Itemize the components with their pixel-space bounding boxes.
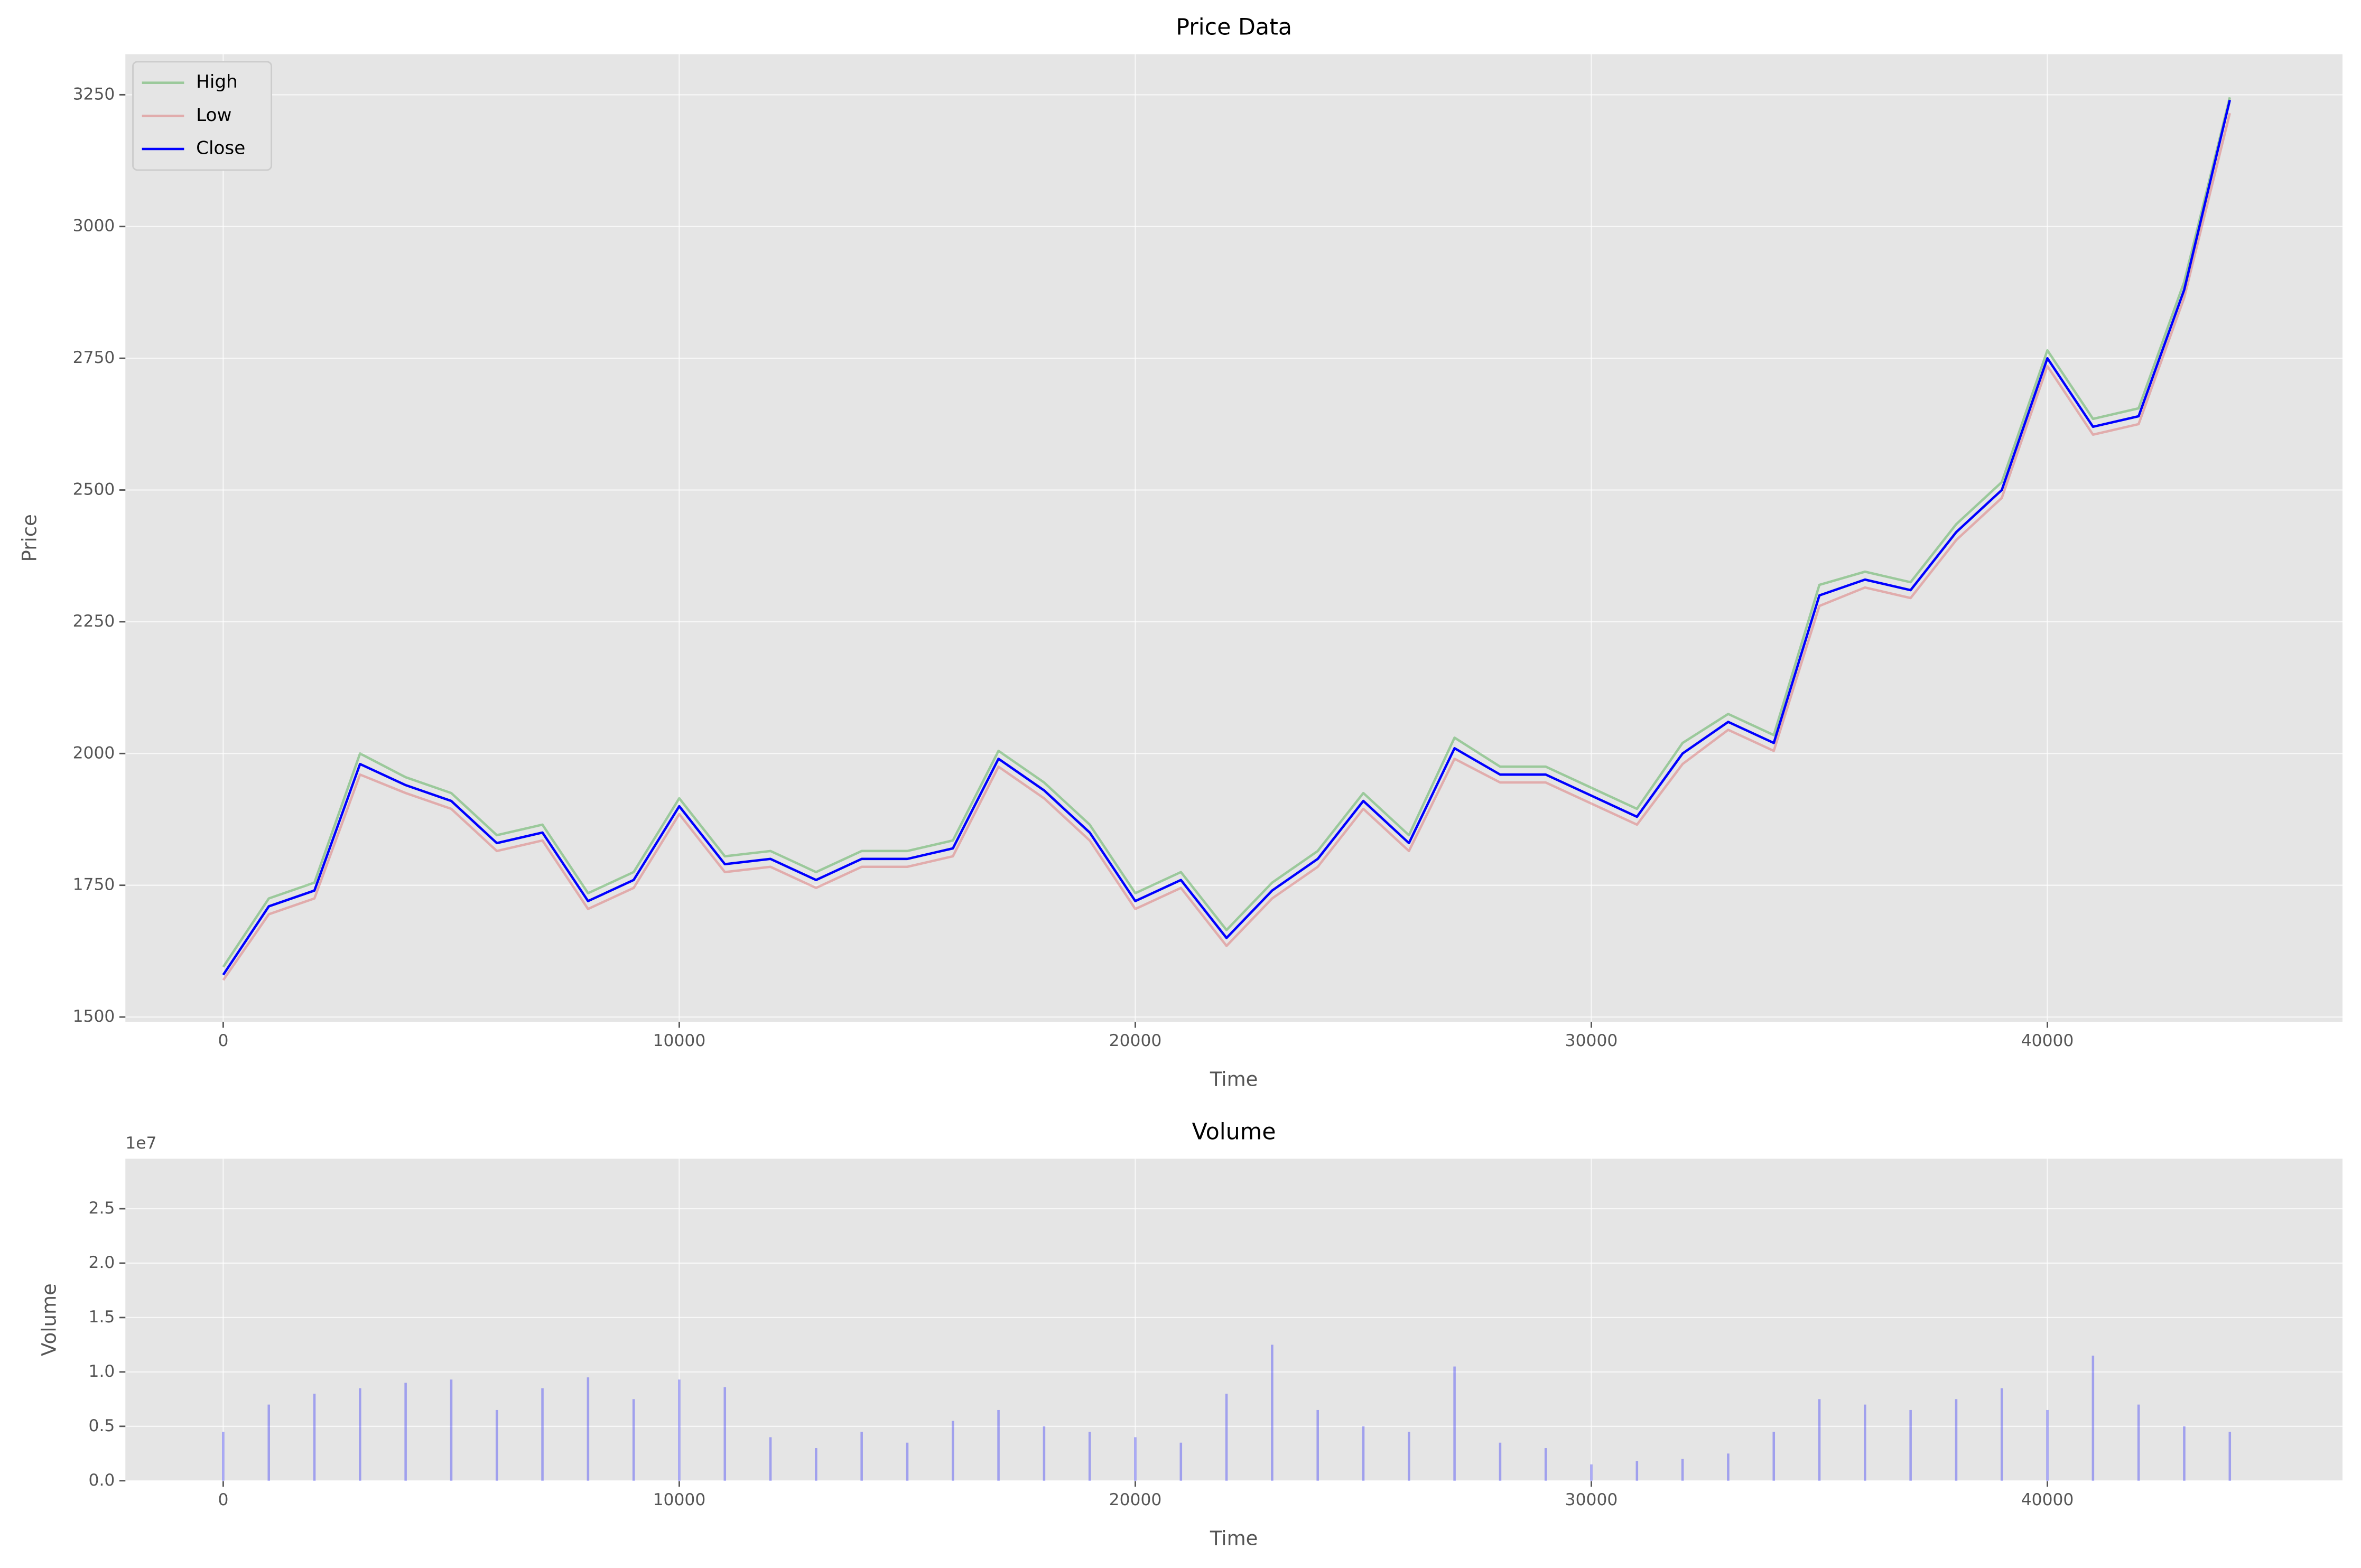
x-tick-label: 10000 <box>653 1490 706 1509</box>
bar <box>2046 1410 2049 1481</box>
legend-label: High <box>196 71 238 92</box>
bar <box>587 1377 590 1481</box>
bar <box>2183 1426 2186 1481</box>
y-tick-label: 2.0 <box>89 1253 115 1272</box>
bar <box>1316 1410 1319 1481</box>
bar <box>1408 1432 1410 1481</box>
x-tick-label: 20000 <box>1109 1490 1162 1509</box>
legend-label: Low <box>196 105 231 126</box>
bar <box>1590 1464 1593 1481</box>
line-series <box>222 99 2231 976</box>
bar <box>1864 1404 1866 1481</box>
bar <box>632 1399 635 1481</box>
y-tick-label: 0.0 <box>89 1471 115 1490</box>
bar <box>2092 1355 2095 1481</box>
y-tick-label: 0.5 <box>89 1416 115 1435</box>
bar <box>1544 1448 1547 1481</box>
bar <box>404 1383 407 1481</box>
legend-box <box>132 61 273 171</box>
y-tick-label: 1.0 <box>89 1362 115 1381</box>
y-tick-label: 1.5 <box>89 1308 115 1327</box>
bar <box>2137 1404 2140 1481</box>
x-tick-label: 40000 <box>2021 1490 2074 1509</box>
bar <box>1818 1399 1821 1481</box>
legend: High Low Close <box>132 61 273 171</box>
chart-title: Volume <box>1192 1118 1276 1145</box>
x-tick-label: 30000 <box>1565 1490 1618 1509</box>
bar <box>2000 1388 2003 1481</box>
bar <box>951 1421 954 1481</box>
x-tick-label: 10000 <box>653 1031 706 1050</box>
bar <box>1088 1432 1091 1481</box>
y-axis-label: Volume <box>38 1283 60 1356</box>
y-tick-label: 2750 <box>73 348 115 367</box>
bar <box>1635 1461 1639 1481</box>
y-tick-label: 2500 <box>73 480 115 499</box>
bar <box>450 1379 453 1481</box>
bar <box>1772 1432 1776 1481</box>
line-series <box>222 113 2231 981</box>
bar <box>222 1432 225 1481</box>
bar <box>1271 1345 1274 1481</box>
x-tick-label: 20000 <box>1109 1031 1162 1050</box>
bar <box>906 1442 909 1481</box>
line-series <box>222 97 2231 968</box>
bar <box>1043 1426 1046 1481</box>
y-tick-label: 2250 <box>73 612 115 631</box>
bar <box>495 1410 498 1481</box>
bar <box>1362 1426 1365 1481</box>
x-axis-label: Time <box>1210 1527 1258 1550</box>
x-tick-label: 0 <box>218 1031 228 1050</box>
x-tick-label: 40000 <box>2021 1031 2074 1050</box>
offset-text: 1e7 <box>125 1134 156 1153</box>
bar <box>1727 1453 1730 1481</box>
x-tick-label: 0 <box>218 1490 228 1509</box>
x-tick-label: 30000 <box>1565 1031 1618 1050</box>
y-tick-label: 3000 <box>73 217 115 236</box>
bar <box>313 1394 316 1481</box>
bar <box>860 1432 863 1481</box>
bar <box>1225 1394 1228 1481</box>
bar <box>1453 1366 1456 1481</box>
bar <box>678 1379 681 1481</box>
y-tick-label: 1500 <box>73 1007 115 1026</box>
bar <box>1955 1399 1958 1481</box>
chart-title: Price Data <box>1176 14 1292 41</box>
bar <box>1179 1442 1183 1481</box>
bar <box>2228 1432 2232 1481</box>
bar <box>1134 1437 1137 1481</box>
bar <box>997 1410 1000 1481</box>
bar <box>541 1388 544 1481</box>
x-axis-label: Time <box>1210 1068 1258 1091</box>
y-tick-label: 2.5 <box>89 1199 115 1218</box>
y-tick-label: 3250 <box>73 85 115 104</box>
y-axis-label: Price <box>18 514 41 562</box>
bar <box>723 1387 727 1481</box>
bar <box>1499 1442 1502 1481</box>
legend-label: Close <box>196 137 245 158</box>
bar <box>1909 1410 1912 1481</box>
bar <box>1681 1459 1684 1481</box>
y-tick-label: 2000 <box>73 743 115 762</box>
plot-area <box>125 54 2343 1022</box>
y-tick-label: 1750 <box>73 875 115 894</box>
plot-area <box>125 1159 2343 1481</box>
bar <box>267 1404 270 1481</box>
bar <box>359 1388 361 1481</box>
bar <box>815 1448 817 1481</box>
bar <box>769 1437 772 1481</box>
